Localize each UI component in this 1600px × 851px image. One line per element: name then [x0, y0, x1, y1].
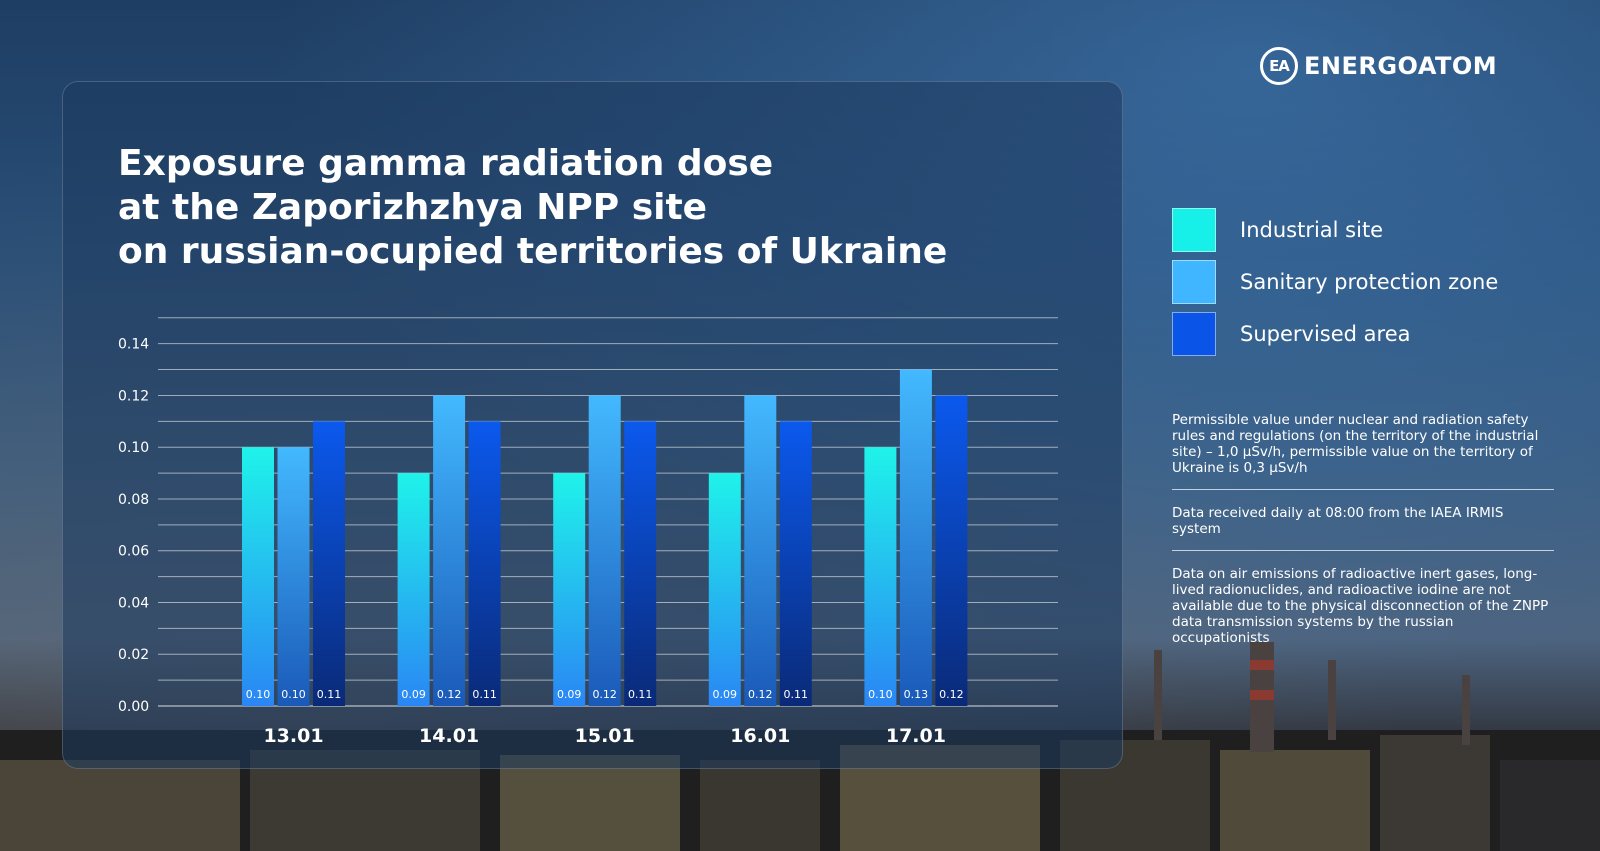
note-data-source: Data received daily at 08:00 from the IA… [1172, 505, 1554, 551]
y-tick-label: 0.08 [118, 492, 149, 508]
bar [744, 395, 777, 706]
note-air-emissions: Data on air emissions of radioactive ine… [1172, 566, 1549, 646]
bar-value-label: 0.12 [437, 688, 462, 701]
y-tick-label: 0.02 [118, 647, 149, 663]
bar [433, 395, 466, 706]
bar-value-label: 0.10 [246, 688, 271, 701]
chart-notes: Permissible value under nuclear and radi… [1172, 412, 1554, 674]
bar-value-label: 0.12 [748, 688, 773, 701]
brand-logo: EA ENERGOATOM [1260, 44, 1497, 88]
bar-value-label: 0.11 [317, 688, 342, 701]
bar [553, 473, 586, 706]
y-tick-label: 0.00 [118, 699, 149, 715]
note-permissible-value: Permissible value under nuclear and radi… [1172, 412, 1554, 490]
x-category-label: 13.01 [263, 725, 323, 747]
bar [588, 395, 621, 706]
x-category-label: 14.01 [419, 725, 479, 747]
legend-swatch-sanitary-protection-zone [1172, 260, 1216, 304]
x-category-label: 17.01 [886, 725, 946, 747]
chart-title: Exposure gamma radiation dose at the Zap… [118, 142, 1018, 274]
bar [242, 447, 274, 706]
bar [899, 369, 932, 706]
energoatom-logo-icon: EA [1260, 47, 1298, 85]
bar [277, 447, 310, 706]
bar-value-label: 0.11 [628, 688, 653, 701]
bar [397, 473, 430, 706]
bar-value-label: 0.09 [401, 688, 426, 701]
chart-legend: Industrial site Sanitary protection zone… [1172, 208, 1498, 364]
bar-value-label: 0.12 [592, 688, 617, 701]
bar-value-label: 0.09 [557, 688, 582, 701]
y-tick-label: 0.10 [118, 440, 149, 456]
legend-item-supervised-area: Supervised area [1172, 312, 1498, 356]
y-tick-label: 0.14 [118, 337, 149, 353]
legend-label-supervised-area: Supervised area [1240, 322, 1411, 346]
title-line-2: at the Zaporizhzhya NPP site [118, 187, 708, 228]
bar [935, 395, 968, 706]
bar-value-label: 0.10 [868, 688, 893, 701]
bar-value-label: 0.10 [281, 688, 306, 701]
title-line-1: Exposure gamma radiation dose [118, 143, 774, 184]
bar [864, 447, 897, 706]
legend-label-sanitary-protection-zone: Sanitary protection zone [1240, 270, 1499, 294]
bar-value-label: 0.11 [784, 688, 809, 701]
legend-label-industrial-site: Industrial site [1240, 218, 1384, 242]
brand-name: ENERGOATOM [1304, 52, 1498, 80]
bar-value-label: 0.09 [713, 688, 738, 701]
y-tick-label: 0.04 [118, 595, 149, 611]
bar-value-label: 0.13 [904, 688, 929, 701]
legend-item-sanitary-protection-zone: Sanitary protection zone [1172, 260, 1498, 304]
legend-swatch-supervised-area [1172, 312, 1216, 356]
bar-value-label: 0.12 [939, 688, 964, 701]
legend-swatch-industrial-site [1172, 208, 1216, 252]
bar [313, 421, 345, 706]
title-line-3: on russian-ocupied territories of Ukrain… [118, 231, 948, 272]
bar-value-label: 0.11 [472, 688, 497, 701]
x-category-label: 16.01 [730, 725, 790, 747]
y-tick-label: 0.06 [118, 544, 149, 560]
bar [708, 473, 741, 706]
bar [779, 421, 812, 706]
y-tick-label: 0.12 [118, 388, 149, 404]
bar [624, 421, 657, 706]
legend-item-industrial-site: Industrial site [1172, 208, 1498, 252]
x-category-label: 15.01 [575, 725, 635, 747]
bar [468, 421, 501, 706]
